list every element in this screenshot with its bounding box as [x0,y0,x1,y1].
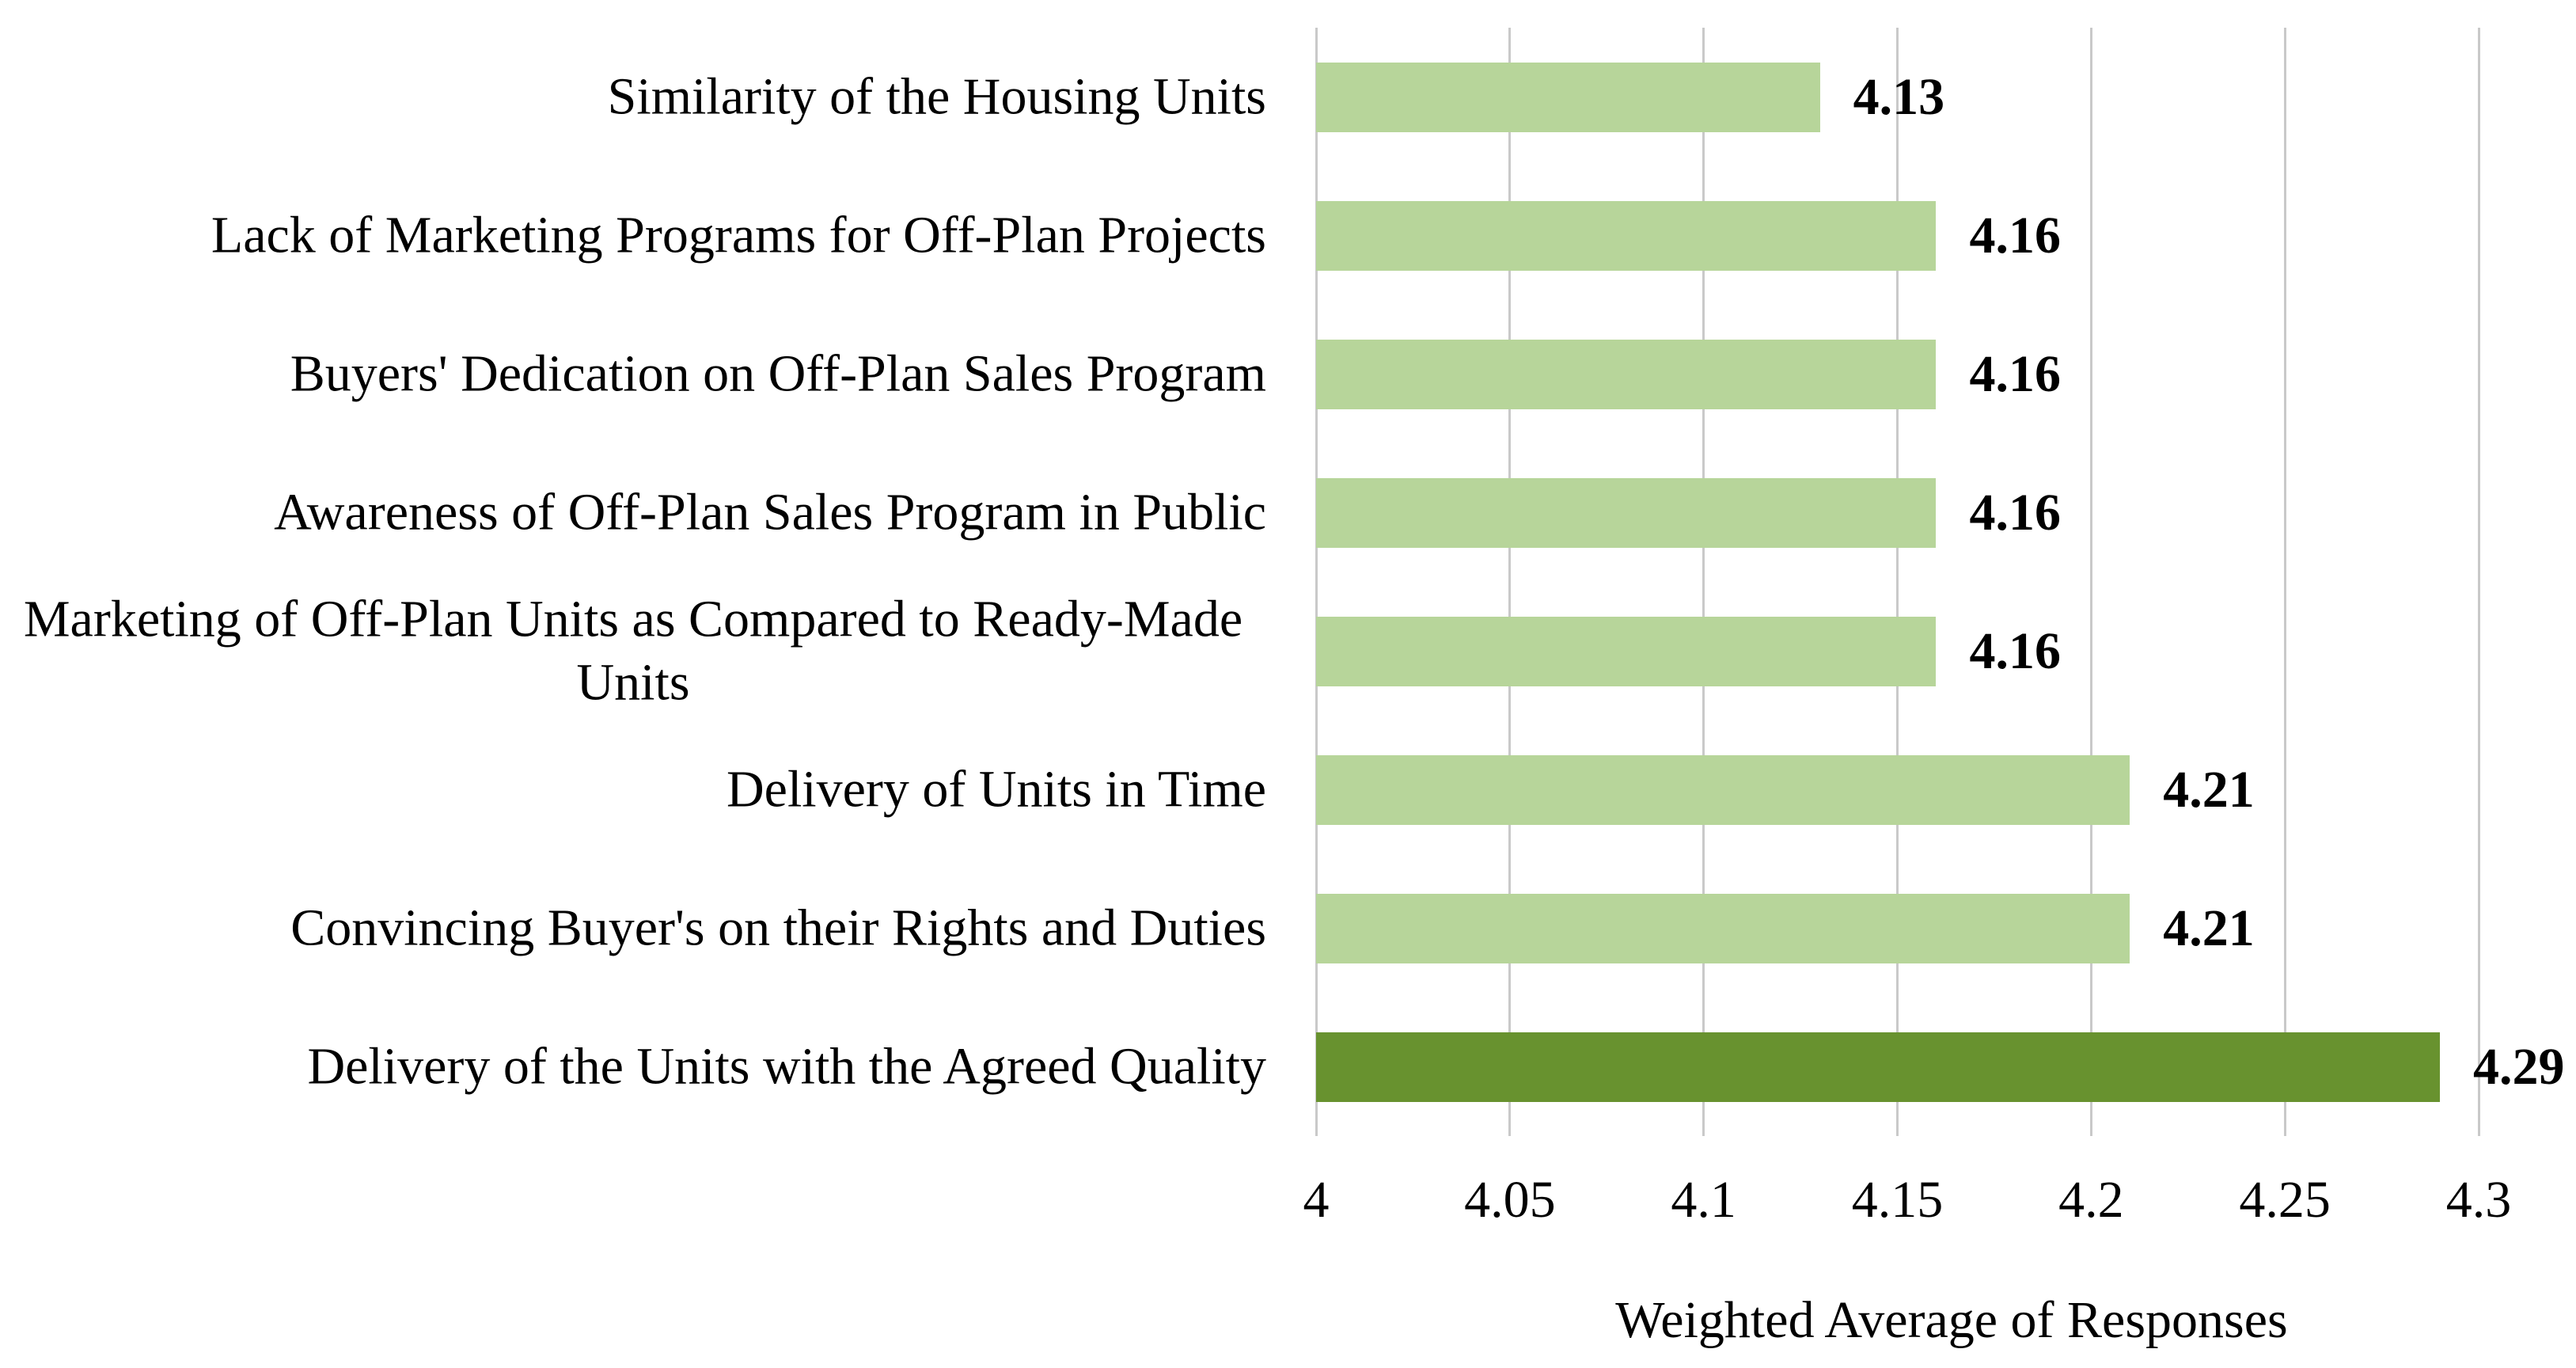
category-label: Lack of Marketing Programs for Off-Plan … [211,206,1266,264]
bar-row: Buyers' Dedication on Off-Plan Sales Pro… [0,305,2576,443]
bar-track: 4.16 [1316,443,2576,582]
bar [1316,616,1937,686]
bar-track: 4.16 [1316,166,2576,305]
value-label: 4.21 [2163,899,2255,957]
bar-track: 4.13 [1316,28,2576,166]
category-label: Delivery of Units in Time [726,760,1266,819]
bar-track: 4.16 [1316,305,2576,443]
value-label: 4.16 [1969,621,2061,680]
value-label: 4.16 [1969,206,2061,264]
value-label: 4.16 [1969,344,2061,403]
value-label: 4.13 [1853,67,1945,126]
x-tick-label: 4.3 [2445,1171,2512,1229]
bar-row: Similarity of the Housing Units 4.13 [0,28,2576,166]
value-label: 4.29 [2473,1037,2565,1096]
gridline [2283,28,2286,1136]
bar-row: Delivery of the Units with the Agreed Qu… [0,998,2576,1136]
x-axis-title: Weighted Average of Responses [1615,1291,2288,1349]
bar [1316,339,1937,409]
x-axis-ticks: 4 4.05 4.1 4.15 4.2 4.25 4.3 [0,1170,2576,1249]
plot-area [1315,28,2480,1136]
bar [1316,477,1937,548]
gridline [1896,28,1899,1136]
category-label: Marketing of Off-Plan Units as Compared … [23,589,1243,712]
category-label: Buyers' Dedication on Off-Plan Sales Pro… [290,344,1266,403]
y-axis-line [1315,28,1318,1136]
value-label: 4.16 [1969,483,2061,542]
gridline [1702,28,1705,1136]
bar-row: Convincing Buyer's on their Rights and D… [0,859,2576,998]
category-label: Delivery of the Units with the Agreed Qu… [307,1037,1266,1096]
bar-track: 4.16 [1316,582,2576,720]
gridline [2477,28,2480,1136]
bar-row: Awareness of Off-Plan Sales Program in P… [0,443,2576,582]
category-label: Similarity of the Housing Units [607,67,1266,126]
x-tick-label: 4.1 [1671,1171,1736,1229]
bar-row: Lack of Marketing Programs for Off-Plan … [0,166,2576,305]
bar-track: 4.21 [1316,859,2576,998]
bar-row: Marketing of Off-Plan Units as Compared … [0,582,2576,720]
x-tick-label: 4.2 [2058,1171,2124,1229]
bar [1316,754,2130,825]
bar-track: 4.21 [1316,720,2576,859]
bar-track: 4.29 [1316,998,2576,1136]
x-tick-label: 4 [1303,1171,1330,1229]
bar-row: Delivery of Units in Time 4.21 [0,720,2576,859]
bar [1316,200,1937,271]
gridline [2089,28,2092,1136]
bar [1316,1032,2441,1102]
bar-rows: Similarity of the Housing Units 4.13 Lac… [0,28,2576,1136]
bar [1316,893,2130,963]
category-label: Awareness of Off-Plan Sales Program in P… [274,483,1266,542]
category-label: Convincing Buyer's on their Rights and D… [290,899,1266,957]
x-tick-label: 4.15 [1851,1171,1944,1229]
bar [1316,62,1820,132]
x-tick-label: 4.25 [2239,1171,2331,1229]
gridline [1508,28,1512,1136]
x-tick-label: 4.05 [1464,1171,1556,1229]
value-label: 4.21 [2163,760,2255,819]
